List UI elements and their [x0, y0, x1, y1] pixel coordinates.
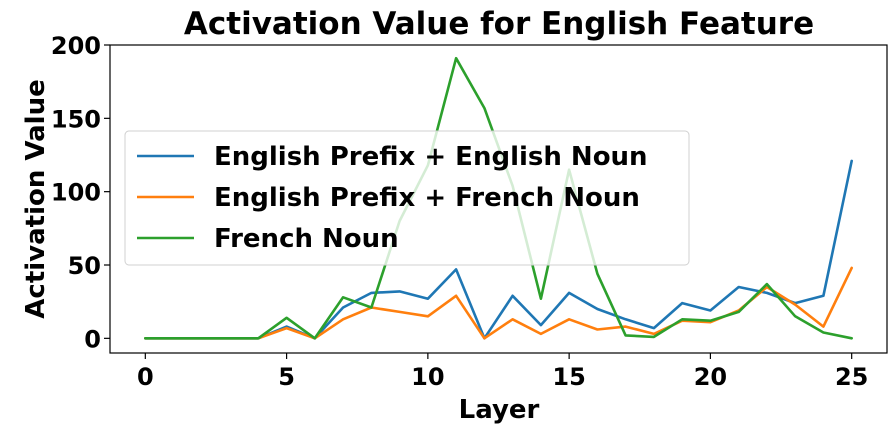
y-tick-label: 100 [51, 179, 101, 207]
chart-title: Activation Value for English Feature [184, 6, 814, 42]
legend-label-3: French Noun [214, 224, 399, 254]
y-tick-label: 0 [84, 325, 101, 353]
y-tick-label: 150 [51, 105, 101, 133]
y-axis: 0 50 100 150 200 [51, 32, 110, 353]
x-tick-label: 15 [552, 363, 585, 391]
x-tick-label: 0 [137, 363, 154, 391]
legend-box [124, 130, 690, 266]
legend-label-1: English Prefix + English Noun [214, 142, 648, 172]
legend: English Prefix + English Noun English Pre… [124, 130, 690, 266]
series-line-2 [144, 266, 854, 340]
legend-label-2: English Prefix + French Noun [214, 183, 640, 213]
x-tick-label: 5 [278, 363, 295, 391]
x-axis: 0 5 10 15 20 25 [137, 353, 868, 391]
y-tick-label: 50 [68, 252, 101, 280]
x-tick-label: 25 [835, 363, 868, 391]
x-tick-label: 10 [411, 363, 444, 391]
y-tick-label: 200 [51, 32, 101, 60]
plot-frame [109, 44, 888, 354]
x-axis-label: Layer [459, 395, 540, 425]
y-axis-label: Activation Value [21, 79, 51, 318]
x-tick-label: 20 [694, 363, 727, 391]
